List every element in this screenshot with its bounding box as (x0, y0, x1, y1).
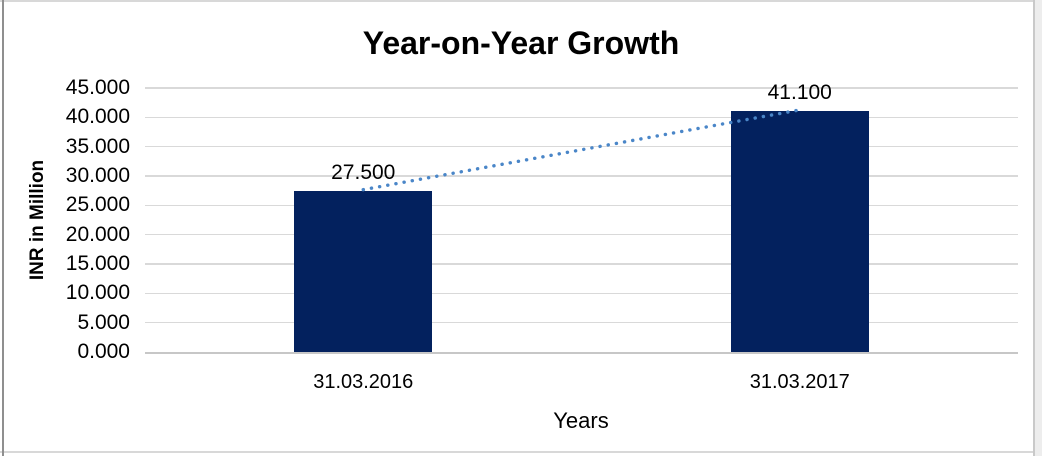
gridline (145, 175, 1018, 177)
frame-border-bottom (0, 451, 1042, 453)
frame-border-right-band (1035, 0, 1042, 456)
y-tick-label: 0.000 (77, 340, 130, 363)
gridline (145, 204, 1018, 207)
bar-value-label: 41.100 (767, 80, 832, 104)
x-tick-label: 31.03.2017 (749, 371, 850, 393)
bar-value-label: 27.500 (331, 160, 396, 184)
plot-area: 27.500 41.100 (145, 81, 1018, 354)
trendline (361, 108, 802, 192)
x-tick-label: 31.03.2016 (313, 371, 414, 393)
gridline (145, 321, 1018, 324)
y-tick-label: 5.000 (77, 310, 130, 334)
gridline (145, 116, 1018, 119)
gridline (145, 263, 1018, 265)
bar (730, 110, 869, 352)
y-tick-label: 25.000 (65, 193, 130, 217)
frame-border-left (2, 0, 4, 456)
gridline (145, 292, 1018, 295)
y-tick-label: 10.000 (65, 281, 130, 305)
y-tick-label: 20.000 (65, 222, 130, 246)
y-tick-label: 40.000 (65, 105, 130, 129)
y-tick-label: 45.000 (65, 76, 130, 99)
y-tick-label: 35.000 (65, 134, 130, 158)
x-axis-line (145, 351, 1018, 354)
gridline (145, 233, 1018, 236)
frame-border-top (0, 0, 1042, 2)
y-tick-label: 15.000 (65, 252, 130, 275)
gridline (145, 145, 1018, 148)
gridline (145, 87, 1018, 89)
y-tick-label: 30.000 (65, 164, 130, 187)
trendline-svg (361, 108, 802, 192)
bar (294, 190, 433, 352)
x-axis-title: Years (553, 408, 609, 433)
chart-title: Year-on-Year Growth (362, 25, 680, 61)
frame-border-right (1033, 0, 1035, 456)
